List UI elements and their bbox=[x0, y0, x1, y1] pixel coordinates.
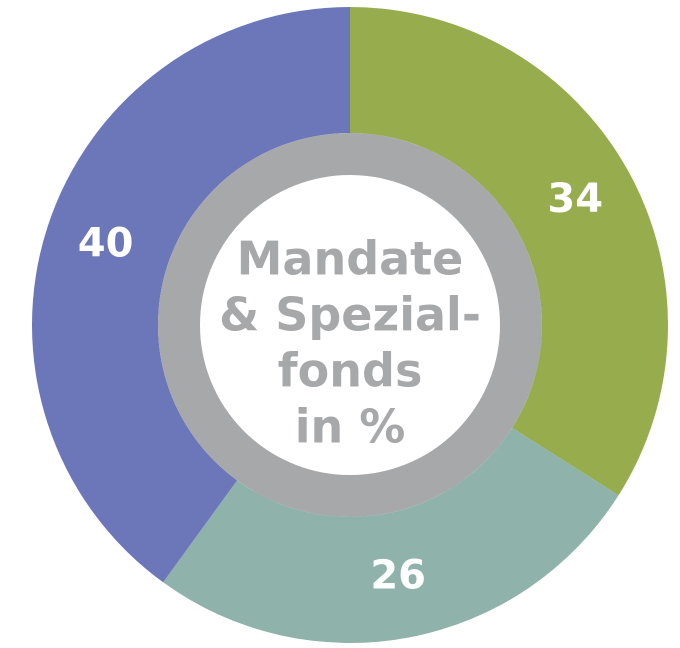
inner-ring bbox=[158, 133, 542, 517]
data-label: 26 bbox=[370, 552, 426, 598]
data-label: 34 bbox=[547, 176, 603, 222]
center-label: Mandate bbox=[237, 232, 464, 286]
donut-segment bbox=[350, 7, 668, 496]
center-label: fonds bbox=[278, 344, 423, 398]
center-label: & Spezial- bbox=[219, 288, 481, 342]
donut-segment bbox=[163, 427, 619, 643]
donut-segment bbox=[32, 7, 351, 583]
data-label: 40 bbox=[78, 221, 134, 267]
center-label: in % bbox=[295, 400, 406, 454]
